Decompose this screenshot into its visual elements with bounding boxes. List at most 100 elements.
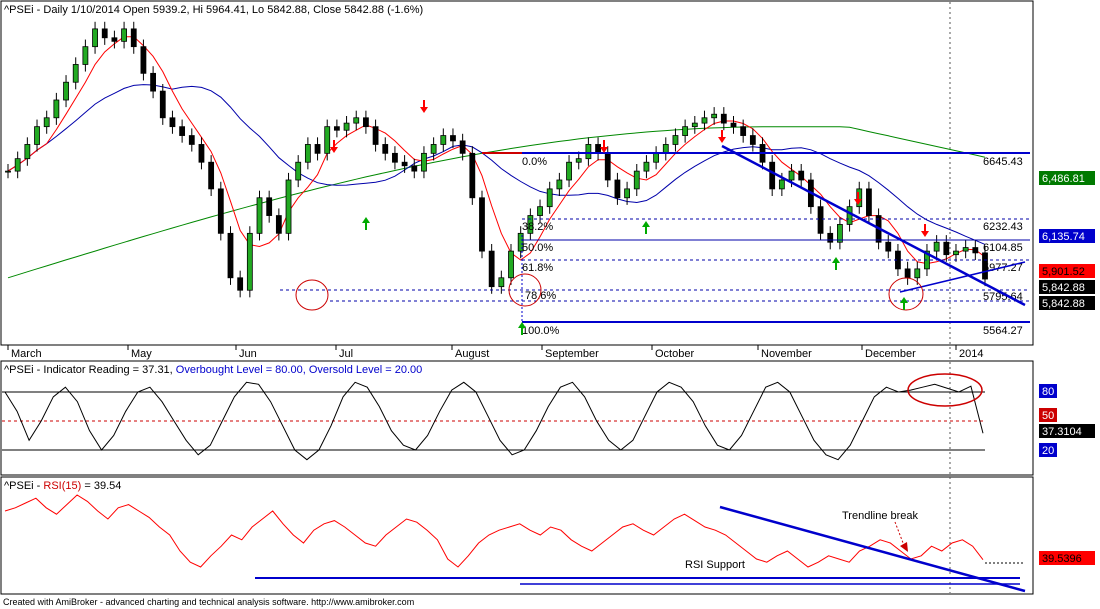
fib-label-500: 50.0% <box>522 242 553 254</box>
candle-body <box>643 161 650 172</box>
indicator-badges: 80 50 37.3104 20 <box>1039 384 1095 457</box>
candle-body <box>237 277 244 291</box>
badge-20-text: 20 <box>1042 445 1054 457</box>
candle-body <box>372 126 379 145</box>
candle-body <box>943 241 950 256</box>
candle-body <box>788 170 795 181</box>
fib-value-0: 6645.43 <box>983 156 1023 168</box>
signal-arrows <box>330 100 929 335</box>
candle-body <box>130 28 137 48</box>
candle-body <box>817 206 824 234</box>
candle-body <box>34 126 40 145</box>
fib-value-382: 6232.43 <box>983 221 1023 233</box>
candle-body <box>527 215 534 234</box>
buy-arrow-head <box>362 217 370 223</box>
candle-body <box>566 161 572 181</box>
buy-arrow-head <box>900 297 908 303</box>
candle-body <box>904 268 911 279</box>
candle-body <box>285 179 292 234</box>
candle-body <box>856 188 863 208</box>
candle-body <box>188 135 195 145</box>
rsi-annotation-break: Trendline break <box>842 510 919 522</box>
price-panel <box>0 0 1034 346</box>
candle-body <box>179 126 186 136</box>
price-trendline <box>721 144 1026 307</box>
candle-body <box>556 179 563 190</box>
badge-50-text: 50 <box>1042 410 1054 422</box>
badge-ma-short-text: 5,901.52 <box>1042 266 1085 278</box>
buy-arrow-head <box>642 221 650 227</box>
candle-body <box>933 241 940 252</box>
fib-label-382: 38.2% <box>522 221 553 233</box>
candle-body <box>730 122 737 128</box>
candle-body <box>266 197 273 216</box>
chart-title: ^PSEi - Daily 1/10/2014 Open 5939.2, Hi … <box>4 4 423 16</box>
candle-body <box>508 250 514 279</box>
sell-arrow-head <box>330 147 338 153</box>
badge-ma-medium <box>1039 229 1095 243</box>
ma-long-line <box>7 126 986 279</box>
candle-body <box>140 46 147 74</box>
candle-body <box>440 135 447 145</box>
candle-body <box>720 113 727 124</box>
candle-body <box>479 197 485 252</box>
fib-label-618: 61.8% <box>522 262 553 274</box>
ma-long-path <box>7 126 986 279</box>
candle-body <box>121 28 127 42</box>
candle-body <box>575 158 582 163</box>
candle-body <box>711 113 718 119</box>
x-label-6: October <box>655 348 694 360</box>
candle-body <box>701 117 708 124</box>
x-label-5: September <box>545 348 599 360</box>
fib-label-786: 78.6% <box>525 290 556 302</box>
candle-body <box>653 152 660 163</box>
sell-arrow-head <box>854 199 862 205</box>
badge-50 <box>1039 408 1057 422</box>
circle-august-low <box>508 273 542 307</box>
candle-body <box>208 161 215 190</box>
candle-body <box>392 152 398 163</box>
candle-body <box>749 135 756 145</box>
candle-body <box>314 144 321 154</box>
candle-body <box>246 232 253 291</box>
x-label-1: May <box>131 348 152 360</box>
candle-body <box>885 241 892 252</box>
candle-body <box>53 99 60 119</box>
candle-body <box>304 144 311 163</box>
candle-body <box>982 252 988 280</box>
candle-body <box>63 81 69 101</box>
rsi-title: ^PSEi - RSI(15) = 39.54 <box>4 480 121 492</box>
candle-body <box>382 144 389 154</box>
candle-body <box>82 46 89 65</box>
candle-body <box>624 188 630 199</box>
candle-body <box>256 197 263 234</box>
fib-value-500: 6104.85 <box>983 242 1023 254</box>
rsi-annotation-support: RSI Support <box>685 559 745 571</box>
candle-body <box>111 37 118 42</box>
candle-body <box>24 144 31 160</box>
candle-body <box>740 126 747 136</box>
circle-june-low <box>295 279 329 311</box>
rsi-annotation-arrowhead <box>900 542 908 552</box>
candle-body <box>614 179 621 199</box>
candle-body <box>682 126 689 136</box>
badge-ma-medium-text: 6,135.74 <box>1042 231 1085 243</box>
candle-body <box>459 140 466 154</box>
badge-ma-long-text: 6,486.81 <box>1042 173 1085 185</box>
price-badges: 6,486.81 6,135.74 5,901.52 5,842.88 5,84… <box>1039 171 1095 310</box>
candle-body <box>585 144 592 160</box>
candle-body <box>798 170 805 181</box>
x-label-3: Jul <box>339 348 353 360</box>
badge-80 <box>1039 384 1057 398</box>
badge-20 <box>1039 443 1057 457</box>
candle-body <box>778 179 785 190</box>
rsi-trendline <box>719 505 1026 593</box>
candle-body <box>469 152 476 199</box>
footer-credit: Created with AmiBroker - advanced charti… <box>3 597 415 607</box>
candle-body <box>324 126 331 154</box>
candle-body <box>411 165 418 172</box>
candle-body <box>5 170 11 173</box>
candle-body <box>217 188 224 234</box>
candle-body <box>827 232 834 243</box>
